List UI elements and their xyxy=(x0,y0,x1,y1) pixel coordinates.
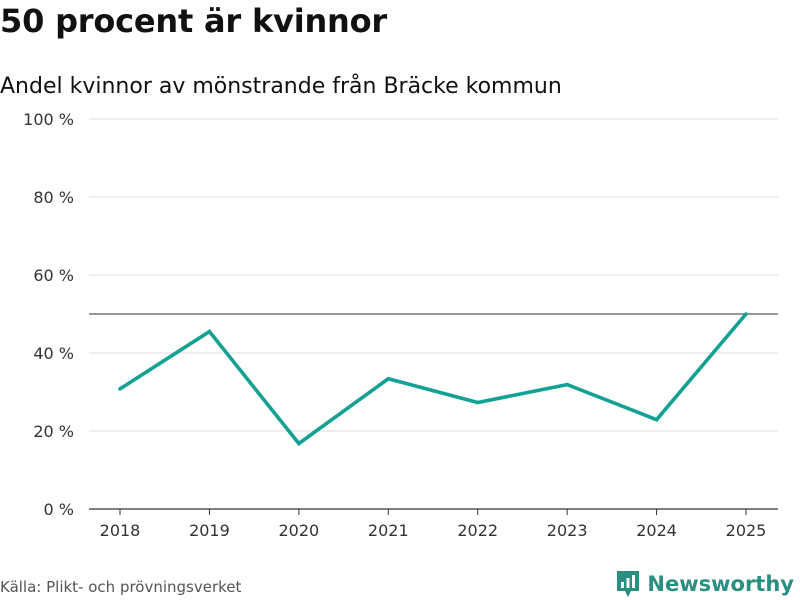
data-point-2022 xyxy=(475,400,480,405)
source-note: Källa: Plikt- och prövningsverket xyxy=(0,578,242,596)
series-line-andel-kvinnor xyxy=(119,312,748,446)
x-tick-label: 2023 xyxy=(547,521,588,540)
x-tick-label: 2022 xyxy=(457,521,498,540)
data-point-2025 xyxy=(744,312,748,316)
x-tick-label: 2019 xyxy=(189,521,230,540)
newsworthy-logo-icon xyxy=(617,571,640,597)
y-tick-label: 0 % xyxy=(44,500,74,519)
x-tick-label: 2024 xyxy=(636,521,677,540)
x-tick-label: 2025 xyxy=(726,521,767,540)
x-tick-label: 2021 xyxy=(368,521,409,540)
chart-subtitle: Andel kvinnor av mönstrande från Bräcke … xyxy=(0,74,562,99)
chart-title: 50 procent är kvinnor xyxy=(0,2,387,40)
data-point-2024 xyxy=(654,417,659,422)
x-tick-label: 2018 xyxy=(100,521,141,540)
y-tick-label: 20 % xyxy=(33,422,74,441)
y-tick-label: 40 % xyxy=(33,344,74,363)
y-tick-label: 100 % xyxy=(23,110,74,129)
brand-logo[interactable]: Newsworthy xyxy=(615,569,794,599)
data-point-2023 xyxy=(565,382,569,387)
brand-name: Newsworthy xyxy=(647,572,794,596)
y-tick-label: 60 % xyxy=(33,266,74,285)
data-point-2019 xyxy=(207,329,212,334)
y-tick-label: 80 % xyxy=(33,188,74,207)
line-chart: 0 % 20 % 40 % 60 % 80 % 100 % 2018 2019 2020 2021… xyxy=(23,110,778,540)
data-point-2018 xyxy=(118,387,122,391)
data-point-2021 xyxy=(386,376,391,381)
data-point-2020 xyxy=(297,441,301,446)
x-tick-label: 2020 xyxy=(278,521,319,540)
